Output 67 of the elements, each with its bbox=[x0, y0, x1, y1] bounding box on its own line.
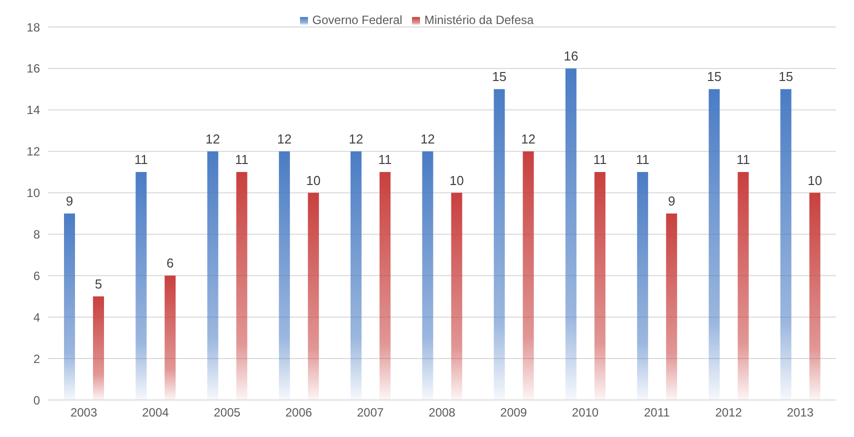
data-label: 12 bbox=[206, 131, 220, 146]
data-label: 10 bbox=[306, 172, 321, 188]
y-tick-label: 18 bbox=[26, 20, 40, 34]
data-label: 12 bbox=[521, 131, 536, 146]
bar bbox=[164, 276, 176, 400]
x-tick-label: 2009 bbox=[500, 406, 528, 420]
data-label: 11 bbox=[378, 152, 392, 168]
y-tick-label: 8 bbox=[33, 227, 40, 242]
bar bbox=[594, 172, 606, 400]
data-label: 15 bbox=[778, 69, 794, 84]
data-label: 9 bbox=[66, 194, 74, 208]
x-tick-label: 2012 bbox=[715, 406, 742, 420]
y-tick-label: 12 bbox=[26, 144, 40, 159]
data-label: 9 bbox=[668, 194, 676, 208]
x-tick-label: 2005 bbox=[214, 406, 241, 420]
data-label: 11 bbox=[593, 152, 607, 168]
data-label: 12 bbox=[420, 131, 435, 146]
bar bbox=[422, 151, 434, 400]
bar bbox=[565, 68, 576, 400]
data-label: 10 bbox=[449, 172, 464, 188]
bar bbox=[380, 172, 391, 400]
x-tick-label: 2010 bbox=[572, 406, 599, 420]
data-label: 6 bbox=[166, 256, 174, 271]
y-tick-label: 0 bbox=[33, 393, 40, 408]
bar bbox=[637, 172, 648, 400]
bar bbox=[236, 172, 248, 400]
data-label: 11 bbox=[134, 152, 148, 168]
bar bbox=[738, 172, 749, 400]
y-tick-label: 4 bbox=[33, 310, 40, 324]
x-tick-label: 2006 bbox=[285, 406, 312, 420]
y-tick-label: 16 bbox=[26, 62, 40, 76]
bar bbox=[451, 192, 462, 400]
data-label: 12 bbox=[277, 131, 292, 146]
x-tick-label: 2007 bbox=[357, 406, 384, 420]
data-label: 11 bbox=[736, 152, 750, 168]
data-label: 11 bbox=[235, 152, 249, 168]
bar bbox=[136, 172, 147, 400]
legend-label: Ministério da Defesa bbox=[424, 13, 534, 27]
x-tick-label: 2013 bbox=[786, 406, 814, 420]
data-label: 15 bbox=[706, 69, 722, 84]
bar bbox=[494, 89, 505, 400]
bar bbox=[207, 151, 218, 400]
x-tick-label: 2004 bbox=[142, 406, 170, 420]
bar bbox=[708, 89, 720, 400]
data-label: 15 bbox=[492, 69, 507, 84]
bar bbox=[780, 89, 792, 400]
bar bbox=[522, 151, 534, 400]
data-label: 12 bbox=[348, 131, 364, 146]
data-label: 16 bbox=[564, 48, 578, 64]
x-tick-label: 2011 bbox=[644, 406, 670, 420]
bar bbox=[64, 214, 75, 400]
x-tick-label: 2008 bbox=[428, 406, 456, 420]
data-label: 5 bbox=[94, 276, 102, 292]
bar bbox=[666, 214, 678, 400]
bar bbox=[809, 192, 820, 400]
y-tick-label: 10 bbox=[26, 186, 40, 200]
bar bbox=[278, 151, 290, 400]
legend-label: Governo Federal bbox=[312, 13, 402, 27]
data-label: 11 bbox=[636, 152, 650, 168]
y-tick-label: 14 bbox=[26, 103, 40, 118]
bar bbox=[308, 192, 319, 400]
x-tick-label: 2003 bbox=[70, 406, 98, 420]
data-label: 10 bbox=[808, 172, 822, 188]
bar bbox=[93, 296, 104, 400]
bar bbox=[350, 151, 362, 400]
y-tick-label: 6 bbox=[33, 268, 40, 283]
y-tick-label: 2 bbox=[33, 352, 40, 366]
